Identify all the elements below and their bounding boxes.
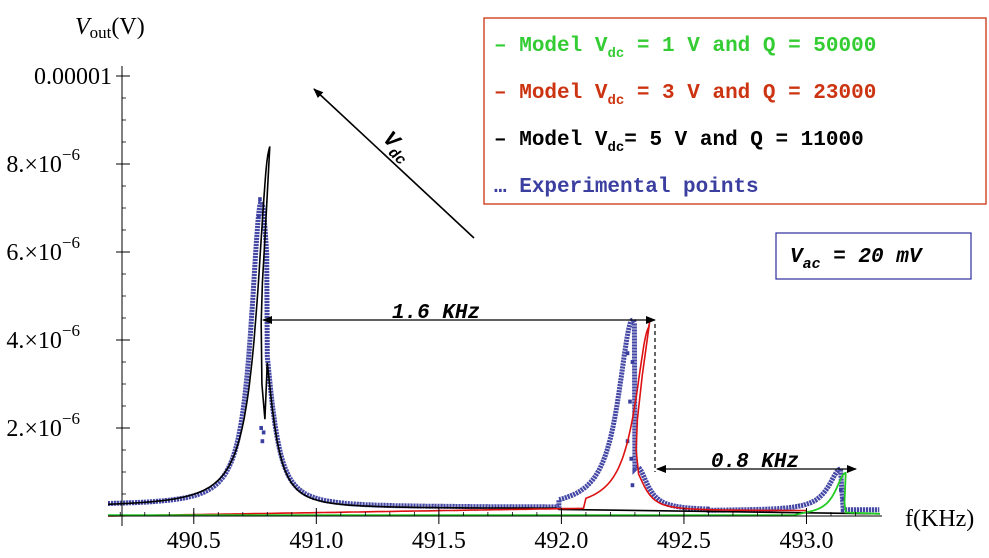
vac-label: Vac = 20 mV: [790, 246, 924, 273]
plot-curves: [107, 146, 881, 517]
legend-entry: – Model Vdc = 1 V and Q = 50000: [494, 35, 876, 62]
annotations: Vdc 1.6 KHz 0.8 KHz Vac = 20 mV: [262, 88, 972, 474]
y-tick-label: 4.×10−6: [6, 321, 80, 354]
experimental-point: [841, 496, 846, 501]
axes: 490.5 491.0 491.5 492.0 492.5 493.0 0.00001 8.×…: [6, 14, 974, 554]
vac-box: [775, 232, 972, 280]
experimental-point: [630, 483, 635, 488]
x-tick-label: 492.0: [534, 528, 588, 554]
vdc-arrow: [313, 88, 475, 239]
experimental-point: [838, 487, 843, 492]
x-tick-label: 491.5: [412, 528, 466, 554]
model-1v-curve: [108, 471, 881, 516]
experimental-point: [261, 430, 266, 435]
model-5v-curve: [107, 146, 881, 515]
legend-entry: – Model Vdc= 5 V and Q = 11000: [494, 129, 864, 156]
experimental-point: [628, 399, 632, 404]
legend: – Model Vdc = 1 V and Q = 50000 – Model V…: [483, 17, 987, 205]
experimental-point: [629, 456, 634, 461]
legend-entry: – Model Vdc = 3 V and Q = 23000: [494, 82, 876, 109]
model-3v-curve: [107, 322, 807, 517]
legend-box: [483, 17, 987, 205]
x-tick-label: 490.5: [167, 528, 221, 554]
experimental-point: [630, 360, 635, 364]
vdc-label: Vdc: [374, 127, 417, 170]
experimental-point: [259, 426, 263, 430]
experimental-point: [625, 351, 630, 356]
y-tick-label: 2.×10−6: [6, 409, 80, 442]
experimental-point: [258, 197, 262, 202]
y-axis-label: Vout(V): [75, 14, 145, 42]
experimental-point: [256, 214, 261, 219]
span-2-label: 0.8 KHz: [711, 451, 799, 474]
y-tick-label: 6.×10−6: [6, 233, 80, 266]
x-tick-label: 493.0: [779, 528, 833, 554]
y-tick-label: 8.×10−6: [6, 145, 80, 178]
x-axis-label: f(KHz): [905, 506, 974, 532]
x-tick-label: 491.0: [289, 528, 343, 554]
y-tick-label: 0.00001: [34, 64, 112, 90]
legend-entry: … Experimental points: [494, 176, 759, 199]
experimental-point: [260, 439, 265, 444]
x-tick-label: 492.5: [657, 528, 711, 554]
span-1-label: 1.6 KHz: [392, 302, 480, 325]
